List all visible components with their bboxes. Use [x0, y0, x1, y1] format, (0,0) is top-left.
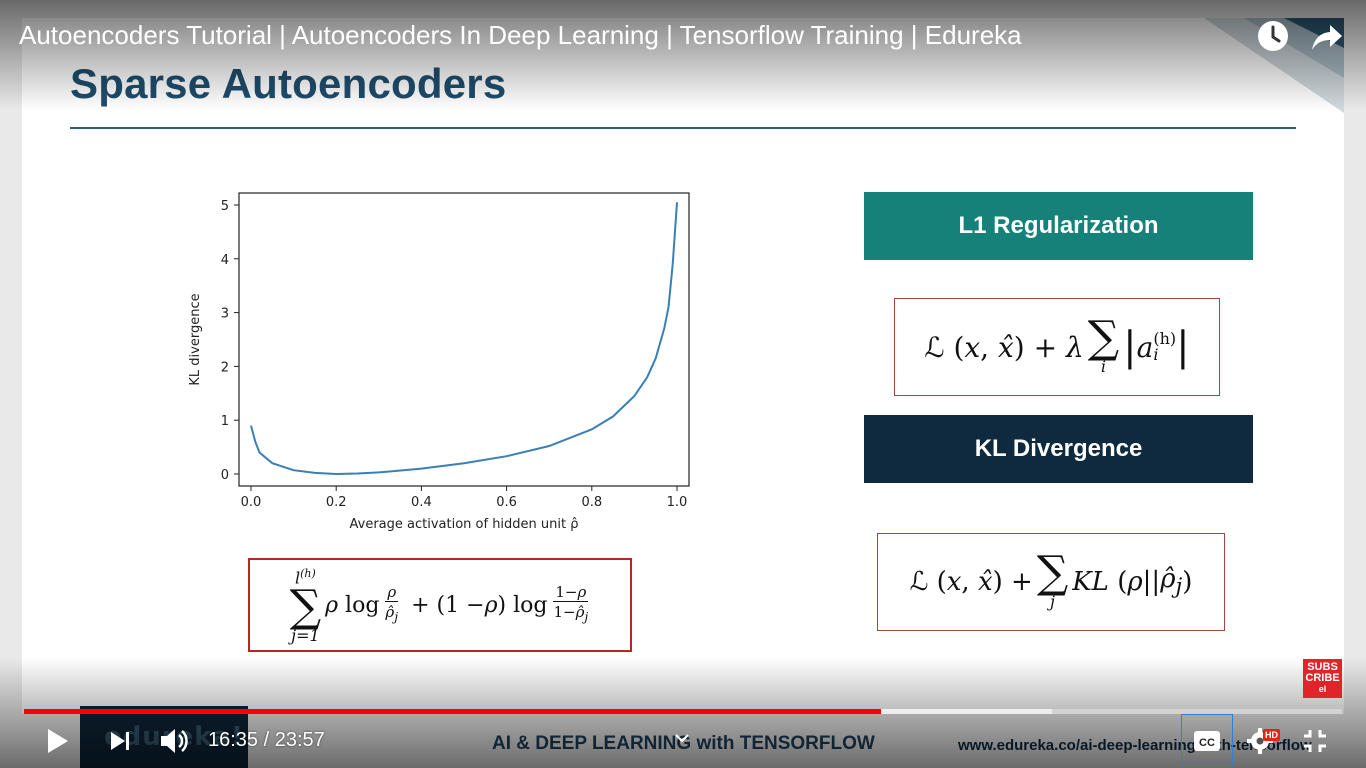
- x-tick-label: 0.0: [241, 495, 262, 510]
- time-separator: /: [263, 729, 270, 751]
- next-icon[interactable]: [104, 722, 136, 760]
- l1-regularization-label: L1 Regularization: [864, 192, 1253, 260]
- play-icon[interactable]: [40, 722, 76, 760]
- exit-fullscreen-icon[interactable]: [1298, 722, 1332, 760]
- kl-divergence-label: KL Divergence: [864, 415, 1253, 483]
- y-tick-label: 2: [221, 360, 229, 375]
- subscribe-line2: CRIBE: [1305, 672, 1340, 684]
- x-tick-label: 0.4: [411, 495, 432, 510]
- time-total: 23:57: [274, 729, 325, 751]
- settings-icon[interactable]: [1243, 722, 1277, 760]
- subscribe-line1: SUBS: [1307, 661, 1338, 673]
- title-divider: [70, 127, 1296, 129]
- sum-symbol: l(h) ∑ j=1: [289, 566, 322, 646]
- x-tick-label: 0.2: [326, 495, 347, 510]
- watch-later-icon[interactable]: [1255, 18, 1291, 54]
- cc-button-focus: [1181, 714, 1233, 766]
- time-current: 16:35: [208, 729, 259, 751]
- sum-symbol: ∑ j: [1036, 547, 1069, 611]
- y-axis-label: KL divergence: [188, 293, 203, 385]
- volume-icon[interactable]: [156, 722, 192, 760]
- kl-curve: [250, 202, 678, 476]
- y-tick-label: 1: [221, 414, 229, 429]
- x-tick-label: 0.6: [496, 495, 517, 510]
- x-tick-label: 0.8: [581, 495, 602, 510]
- hd-badge: HD: [1263, 729, 1280, 741]
- time-display: 16:35 / 23:57: [208, 729, 325, 752]
- x-tick-label: 1.0: [667, 495, 688, 510]
- y-tick-label: 0: [221, 468, 229, 483]
- formula-kl-loss: ℒ (x, x̂) + ∑ j KL (ρ || ρ̂j): [877, 533, 1225, 631]
- formula-l1: ℒ (x, x̂) + λ ∑ i | a (h) i |: [894, 298, 1220, 396]
- kl-divergence-chart: 0.0 0.2 0.4 0.6 0.8 1.0 0 1 2 3 4 5 Average activati…: [188, 192, 690, 532]
- share-icon[interactable]: [1309, 18, 1345, 54]
- subscribe-line3: el: [1318, 684, 1327, 694]
- subscribe-badge[interactable]: SUBS CRIBE el: [1303, 659, 1342, 698]
- y-tick-label: 3: [221, 307, 229, 322]
- sum-symbol: ∑ i: [1087, 312, 1120, 376]
- y-tick-label: 4: [221, 253, 229, 268]
- slide: Sparse Autoencoders 0.0 0.2 0.4 0.6 0.8 1.0 0 1…: [22, 18, 1344, 718]
- chevron-down-icon[interactable]: [672, 728, 692, 748]
- x-axis-label: Average activation of hidden unit ρ̂: [350, 517, 579, 532]
- progress-played[interactable]: [24, 709, 881, 714]
- video-title[interactable]: Autoencoders Tutorial | Autoencoders In …: [19, 20, 1022, 50]
- plot-frame: [238, 192, 690, 487]
- svg-text:CC: CC: [1199, 737, 1215, 749]
- cc-icon[interactable]: CC: [1190, 722, 1224, 760]
- y-tick-label: 5: [221, 199, 229, 214]
- slide-title: Sparse Autoencoders: [70, 60, 507, 107]
- formula-kl-sum: l(h) ∑ j=1 ρ log ρ ρ̂j + (1 − ρ) log 1−ρ 1…: [248, 558, 632, 652]
